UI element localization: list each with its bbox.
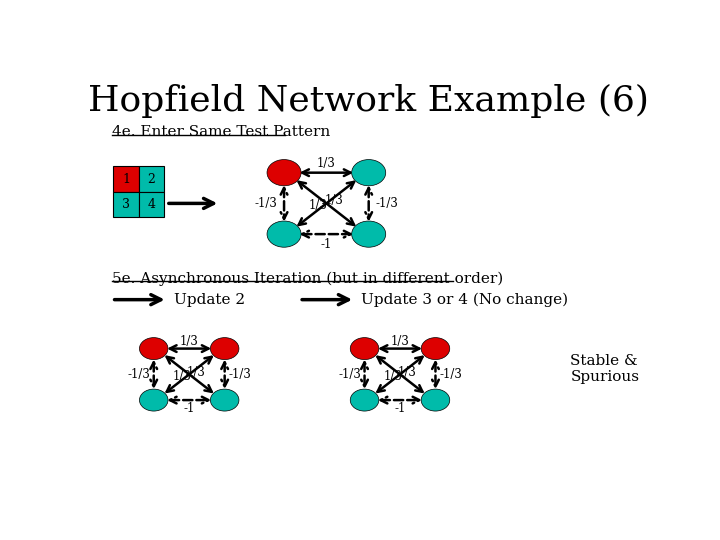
Ellipse shape xyxy=(267,160,301,186)
Text: 3: 3 xyxy=(122,198,130,211)
Bar xyxy=(113,166,139,192)
Ellipse shape xyxy=(267,221,301,247)
Text: Hopfield Network Example (6): Hopfield Network Example (6) xyxy=(89,84,649,118)
Bar xyxy=(113,192,139,217)
Text: 1/3: 1/3 xyxy=(397,366,416,379)
Text: -1/3: -1/3 xyxy=(127,368,150,381)
Ellipse shape xyxy=(350,389,379,411)
Ellipse shape xyxy=(140,389,168,411)
Text: -1/3: -1/3 xyxy=(338,368,361,381)
Ellipse shape xyxy=(351,221,386,247)
Ellipse shape xyxy=(351,160,386,186)
Text: 4e. Enter Same Test Pattern: 4e. Enter Same Test Pattern xyxy=(112,125,330,139)
Ellipse shape xyxy=(421,389,450,411)
Ellipse shape xyxy=(421,338,450,360)
Text: -1/3: -1/3 xyxy=(228,368,251,381)
Text: -1: -1 xyxy=(320,238,332,251)
Text: 4: 4 xyxy=(148,198,156,211)
Text: 1/3: 1/3 xyxy=(186,366,205,379)
Ellipse shape xyxy=(210,389,239,411)
Bar xyxy=(139,192,164,217)
Text: 1: 1 xyxy=(122,173,130,186)
Text: 5e. Asynchronous Iteration (but in different order): 5e. Asynchronous Iteration (but in diffe… xyxy=(112,271,503,286)
Text: 1/3: 1/3 xyxy=(180,335,199,348)
Text: Update 3 or 4 (No change): Update 3 or 4 (No change) xyxy=(361,293,568,307)
Text: 1/3: 1/3 xyxy=(173,370,192,383)
Ellipse shape xyxy=(210,338,239,360)
Text: 1/3: 1/3 xyxy=(390,335,410,348)
Text: 1/3: 1/3 xyxy=(325,194,344,207)
Text: 1/3: 1/3 xyxy=(309,199,328,212)
Text: 2: 2 xyxy=(148,173,156,186)
Bar xyxy=(139,166,164,192)
Ellipse shape xyxy=(350,338,379,360)
Text: -1: -1 xyxy=(395,402,405,415)
Text: Stable &
Spurious: Stable & Spurious xyxy=(570,354,639,384)
Text: -1/3: -1/3 xyxy=(439,368,462,381)
Text: 1/3: 1/3 xyxy=(317,157,336,170)
Text: -1/3: -1/3 xyxy=(375,197,398,210)
Ellipse shape xyxy=(140,338,168,360)
Text: 1/3: 1/3 xyxy=(384,370,402,383)
Text: Update 2: Update 2 xyxy=(174,293,245,307)
Text: -1: -1 xyxy=(184,402,195,415)
Text: -1/3: -1/3 xyxy=(255,197,278,210)
